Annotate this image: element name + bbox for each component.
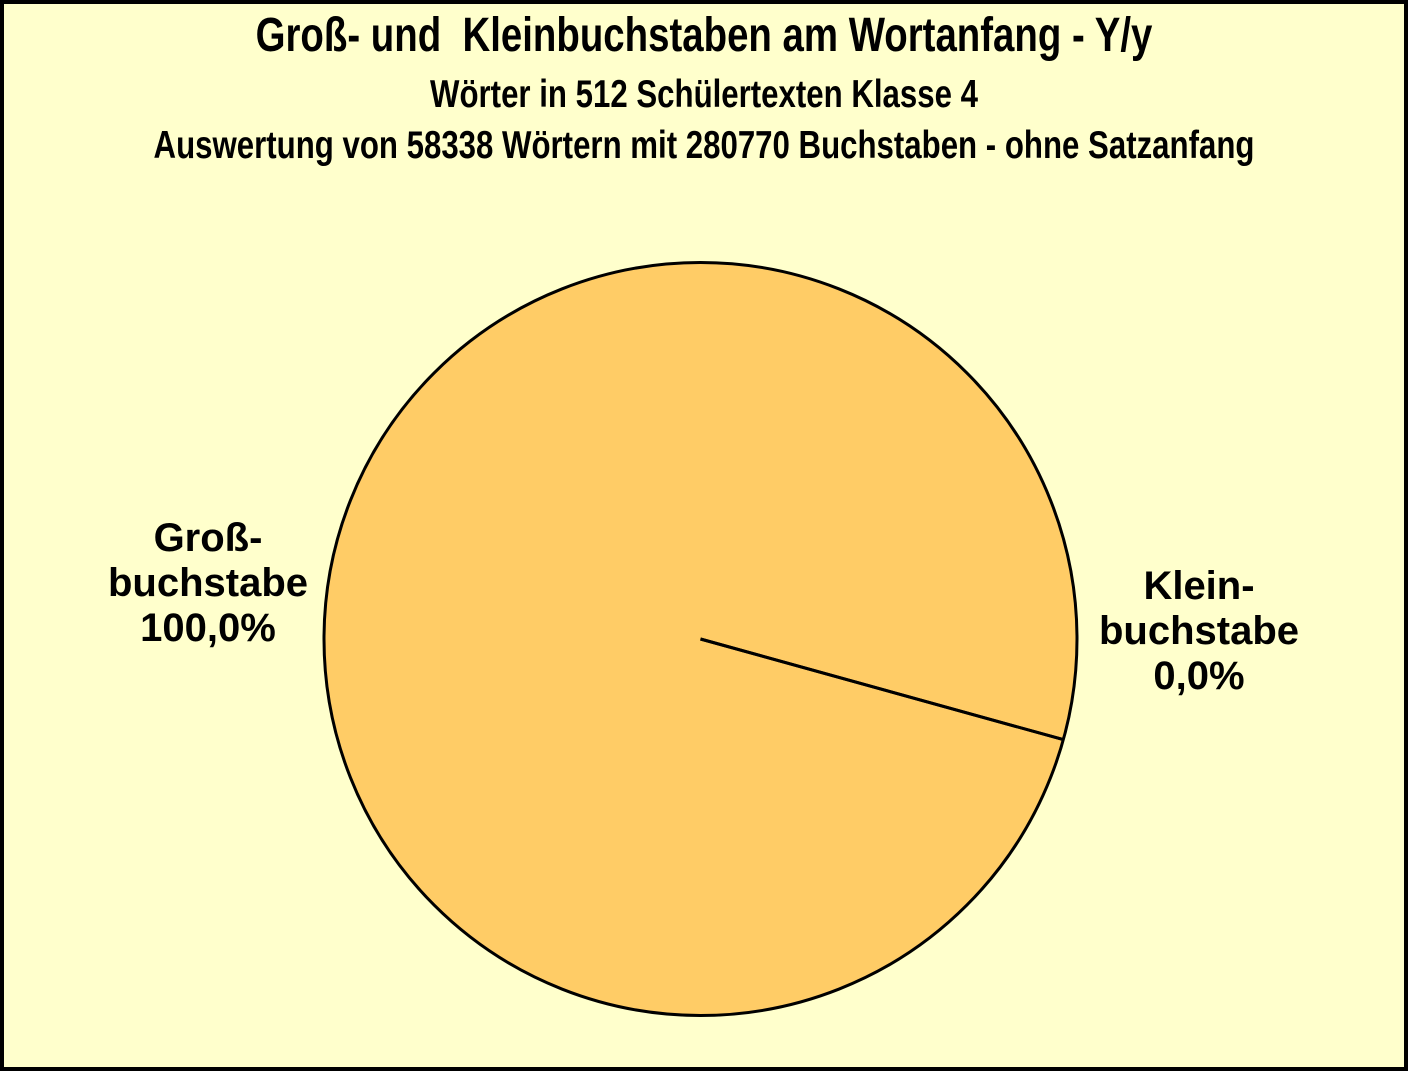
- pie-label-percent: 0,0%: [1153, 654, 1245, 698]
- pie-chart: [322, 261, 1079, 1017]
- pie-label-kleinbuchstabe: Klein- buchstabe 0,0%: [1039, 564, 1359, 699]
- pie-label-percent: 100,0%: [140, 606, 276, 650]
- chart-subtitle-2: Auswertung von 58338 Wörtern mit 280770 …: [153, 124, 1255, 167]
- pie-label-line: buchstabe: [107, 561, 309, 605]
- chart-subtitle-1: Wörter in 512 Schülertexten Klasse 4: [430, 73, 978, 116]
- pie-label-grossbuchstabe: Groß- buchstabe 100,0%: [48, 516, 368, 651]
- pie-label-line: Klein-: [1143, 564, 1255, 608]
- chart-title: Groß- und Kleinbuchstaben am Wortanfang …: [255, 9, 1153, 62]
- pie-label-line: Groß-: [153, 516, 263, 560]
- pie-label-line: buchstabe: [1098, 609, 1300, 653]
- pie-slice-boundary: [700, 637, 1064, 742]
